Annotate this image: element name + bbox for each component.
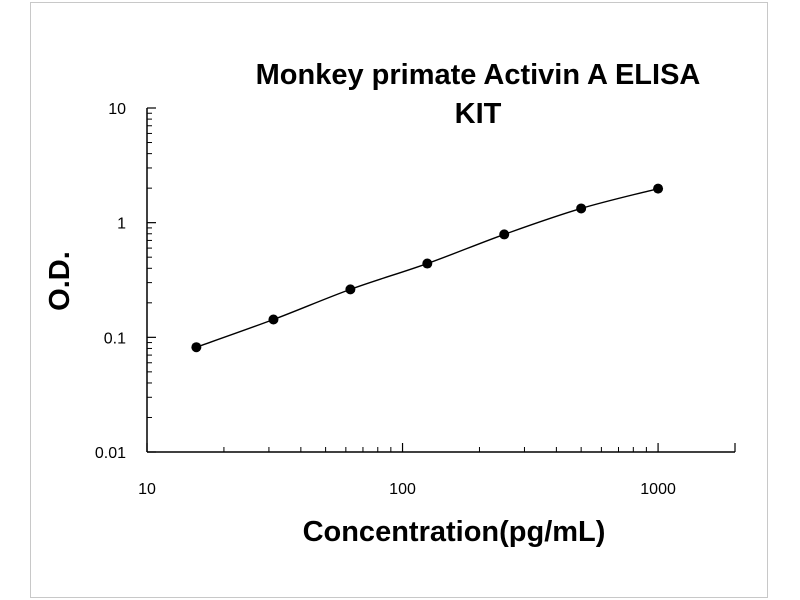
x-tick-label: 10 bbox=[138, 481, 156, 498]
x-tick-label: 1000 bbox=[640, 481, 676, 498]
data-point bbox=[499, 229, 510, 240]
data-point bbox=[191, 342, 202, 353]
chart-title-line-1: Monkey primate Activin A ELISA bbox=[256, 59, 701, 91]
data-point bbox=[653, 183, 664, 194]
y-axis-label: O.D. bbox=[44, 251, 76, 311]
data-point bbox=[576, 203, 587, 214]
chart-title-line-2: KIT bbox=[455, 98, 502, 130]
x-axis-label: Concentration(pg/mL) bbox=[303, 516, 606, 548]
x-tick-label: 100 bbox=[389, 481, 416, 498]
data-points bbox=[191, 183, 664, 353]
minor-ticks bbox=[147, 112, 647, 452]
chart-frame bbox=[30, 2, 768, 598]
y-tick-label: 10 bbox=[108, 101, 126, 118]
y-tick-label: 1 bbox=[117, 216, 126, 233]
major-ticks bbox=[146, 107, 736, 453]
data-point bbox=[268, 314, 279, 325]
tick-labels: 10 100 1000 10 1 0.1 0.01 bbox=[95, 101, 676, 498]
axes bbox=[146, 108, 735, 453]
y-tick-label: 0.01 bbox=[95, 445, 126, 462]
data-point bbox=[422, 258, 433, 269]
data-point bbox=[345, 284, 356, 295]
y-tick-label: 0.1 bbox=[104, 330, 126, 347]
